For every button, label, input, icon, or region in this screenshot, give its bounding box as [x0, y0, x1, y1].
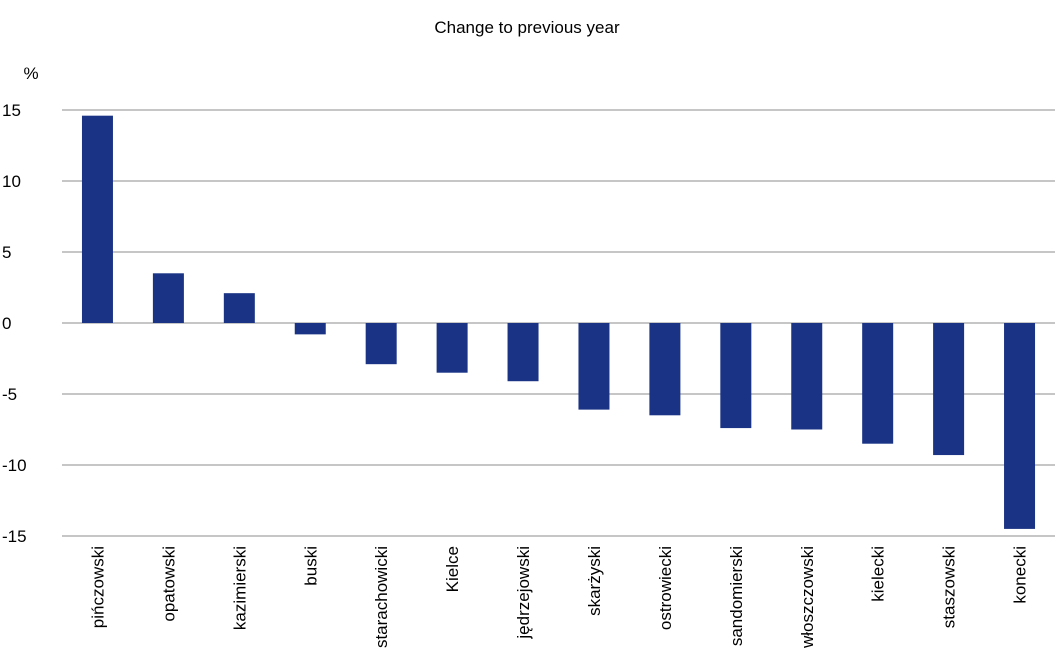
x-tick-label: buski	[301, 546, 320, 586]
bar	[223, 293, 255, 323]
y-tick-label: -10	[2, 456, 27, 475]
x-tick-label: kazimierski	[230, 546, 249, 630]
bar	[365, 323, 397, 365]
bar	[507, 323, 539, 382]
bar	[933, 323, 965, 456]
x-tick-label: Kielce	[443, 546, 462, 592]
y-tick-label: 10	[2, 172, 21, 191]
bar	[152, 273, 184, 323]
gridlines	[62, 109, 1055, 537]
x-tick-label: sandomierski	[727, 546, 746, 646]
y-axis-unit-label: %	[23, 64, 38, 83]
chart-title: Change to previous year	[434, 18, 620, 37]
x-tick-label: kielecki	[869, 546, 888, 602]
y-tick-label: 15	[2, 101, 21, 120]
x-tick-label: starachowicki	[372, 546, 391, 648]
x-tick-label: opatowski	[159, 546, 178, 622]
x-tick-label: skarżyski	[585, 546, 604, 616]
x-tick-label: ostrowiecki	[656, 546, 675, 630]
bar	[1004, 323, 1036, 529]
bar	[720, 323, 752, 429]
y-tick-label: 5	[2, 243, 11, 262]
bars	[81, 115, 1036, 529]
bar	[81, 115, 113, 324]
x-tick-label: włoszczowski	[798, 546, 817, 649]
bar	[862, 323, 894, 444]
x-tick-label: jędrzejowski	[514, 546, 533, 640]
bar	[578, 323, 610, 410]
bar	[294, 323, 326, 335]
y-axis-ticks: 15 10 5 0 -5 -10 -15	[2, 101, 27, 546]
bar	[649, 323, 681, 416]
x-tick-label: konecki	[1011, 546, 1030, 604]
y-tick-label: -15	[2, 527, 27, 546]
bar	[791, 323, 823, 430]
y-tick-label: 0	[2, 314, 11, 333]
bar	[436, 323, 468, 373]
x-tick-label: staszowski	[940, 546, 959, 628]
x-tick-label: pińczowski	[88, 546, 107, 628]
y-tick-label: -5	[2, 385, 17, 404]
x-axis-ticks: pińczowski opatowski kazimierski buski stara…	[88, 546, 1029, 649]
